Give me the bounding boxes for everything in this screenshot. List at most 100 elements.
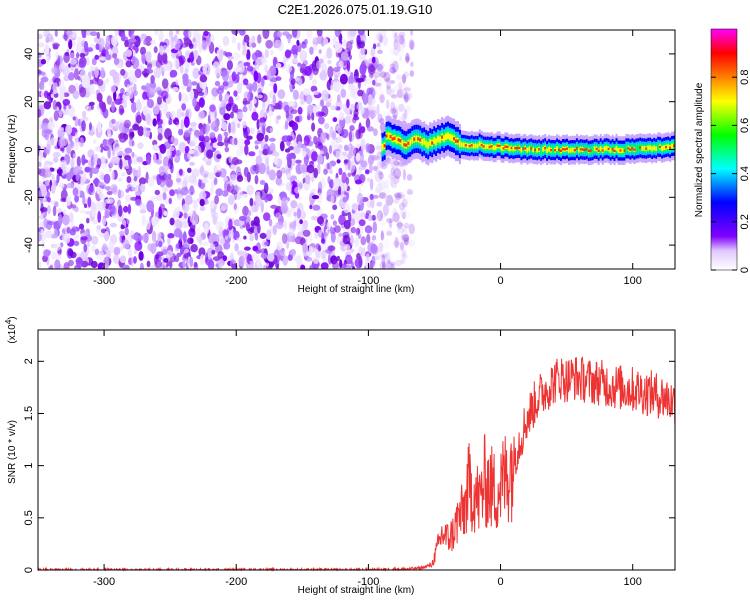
spectrogram-noise-cell bbox=[343, 264, 352, 269]
spectrogram-noise-cell bbox=[340, 51, 349, 61]
spectrogram-noise-cell bbox=[154, 30, 159, 36]
spectrogram-noise-cell bbox=[222, 81, 229, 87]
spectrogram-noise-cell bbox=[385, 261, 394, 269]
spectrogram-noise-cell bbox=[336, 255, 341, 262]
spectrogram-noise-cell bbox=[182, 258, 186, 269]
x-tick-label: -200 bbox=[225, 576, 247, 588]
x-tick-label: -200 bbox=[225, 275, 247, 287]
spectrogram-noise-cell bbox=[401, 193, 406, 200]
spectrogram-noise-cell bbox=[293, 211, 297, 217]
spectrogram-noise-cell bbox=[105, 35, 110, 47]
spectrogram-noise-cell bbox=[248, 86, 253, 94]
spectrogram-signal-cell bbox=[587, 149, 590, 153]
spectrogram-signal-cell bbox=[433, 137, 436, 144]
spectrogram-noise-cell bbox=[123, 205, 129, 213]
spectrogram-noise-cell bbox=[311, 215, 319, 221]
spectrogram-noise-cell bbox=[228, 218, 233, 231]
spectrogram-noise-cell bbox=[189, 122, 198, 127]
spectrogram-noise-cell bbox=[91, 104, 94, 110]
spectrogram-noise-cell bbox=[203, 222, 210, 235]
y-tick-label: 0 bbox=[23, 567, 35, 573]
spectrogram-noise-cell bbox=[361, 247, 366, 257]
spectrogram-signal-cell bbox=[667, 144, 670, 149]
spectrogram-noise-cell bbox=[72, 153, 76, 159]
spectrogram-noise-cell bbox=[106, 95, 112, 105]
spectrogram-noise-cell bbox=[244, 144, 249, 156]
spectrogram-signal-cell bbox=[429, 138, 432, 146]
spectrogram-noise-cell bbox=[127, 204, 132, 215]
spectrogram-noise-cell bbox=[283, 135, 290, 142]
spectrogram-noise-cell bbox=[409, 37, 413, 49]
spectrogram-signal-cell bbox=[534, 148, 537, 151]
spectrogram-noise-cell bbox=[325, 101, 332, 108]
spectrogram-noise-cell bbox=[266, 229, 272, 241]
spectrogram-signal-cell bbox=[571, 147, 574, 153]
spectrogram-noise-cell bbox=[385, 99, 389, 105]
spectrogram-signal-cell bbox=[403, 143, 406, 147]
spectrogram-noise-cell bbox=[326, 162, 330, 170]
spectrogram-noise-cell bbox=[362, 93, 369, 105]
spectrogram-noise-cell bbox=[40, 71, 45, 76]
spectrogram-signal-cell bbox=[466, 143, 469, 149]
spectrogram-noise-cell bbox=[312, 90, 320, 95]
spectrogram-noise-cell bbox=[306, 30, 313, 39]
spectrogram-noise-cell bbox=[378, 242, 383, 253]
spectrogram-noise-cell bbox=[332, 220, 337, 226]
spectrogram-noise-cell bbox=[269, 77, 278, 83]
spectrogram-noise-cell bbox=[251, 35, 256, 43]
spectrogram-noise-cell bbox=[134, 240, 143, 252]
y-tick-label: 1.5 bbox=[23, 406, 35, 421]
spectrogram-noise-cell bbox=[199, 254, 205, 266]
spectrogram-noise-cell bbox=[259, 180, 266, 185]
spectrogram-noise-cell bbox=[109, 222, 117, 228]
spectrogram-noise-cell bbox=[38, 103, 43, 109]
spectrogram-noise-cell bbox=[386, 204, 390, 215]
spectrogram-noise-cell bbox=[272, 224, 277, 236]
spectrogram-noise-cell bbox=[387, 227, 393, 235]
spectrogram-noise-cell bbox=[279, 250, 287, 256]
spectrogram-noise-cell bbox=[394, 241, 401, 249]
spectrogram-noise-cell bbox=[228, 230, 234, 239]
spectrogram-noise-cell bbox=[180, 247, 184, 255]
spectrogram-noise-cell bbox=[348, 75, 354, 86]
spectrogram-signal-cell bbox=[550, 148, 553, 152]
page-title: C2E1.2026.075.01.19.G10 bbox=[278, 2, 433, 17]
spectrogram-noise-cell bbox=[289, 221, 297, 229]
spectrogram-noise-cell bbox=[178, 194, 183, 202]
spectrogram-noise-cell bbox=[331, 138, 339, 148]
spectrogram-noise-cell bbox=[334, 125, 339, 131]
spectrogram-noise-cell bbox=[247, 228, 254, 235]
snr-frame bbox=[37, 329, 676, 571]
spectrogram-noise-cell bbox=[263, 182, 269, 194]
spectrogram-noise-cell bbox=[107, 133, 112, 139]
spectrogram-noise-cell bbox=[386, 86, 392, 95]
spectrogram-noise-cell bbox=[91, 209, 97, 218]
spectrogram-noise-cell bbox=[169, 69, 178, 78]
spectrogram-noise-cell bbox=[368, 108, 377, 119]
spectrogram-noise-cell bbox=[237, 250, 244, 256]
spectrogram-signal-cell bbox=[514, 147, 517, 150]
spectrogram-noise-cell bbox=[363, 36, 367, 41]
spectrogram-noise-cell bbox=[338, 151, 343, 161]
spectrogram-noise-cell bbox=[123, 119, 132, 129]
spectrogram-noise-cell bbox=[404, 222, 410, 229]
spectrogram-signal-cell bbox=[671, 143, 674, 149]
spectrogram-noise-cell bbox=[293, 146, 301, 154]
spectrogram-signal-cell bbox=[589, 149, 592, 152]
spectrogram-noise-cell bbox=[318, 116, 325, 125]
spectrogram-noise-cell bbox=[292, 30, 298, 38]
spectrogram-noise-cell bbox=[379, 71, 387, 78]
spectrogram-noise-cell bbox=[365, 169, 370, 175]
spectrogram-noise-cell bbox=[231, 157, 239, 166]
spectrogram-noise-cell bbox=[130, 196, 138, 201]
spectrogram-noise-cell bbox=[68, 72, 75, 81]
spectrogram-noise-cell bbox=[87, 241, 91, 248]
spectrogram-noise-cell bbox=[45, 179, 50, 187]
spectrogram-noise-cell bbox=[133, 83, 137, 93]
spectrogram-noise-cell bbox=[38, 118, 42, 130]
spectrogram-noise-cell bbox=[173, 208, 180, 219]
spectrogram-noise-cell bbox=[119, 122, 125, 134]
spectrogram-noise-cell bbox=[375, 256, 383, 261]
spectrogram-noise-cell bbox=[94, 66, 99, 79]
spectrogram-noise-cell bbox=[122, 99, 127, 109]
